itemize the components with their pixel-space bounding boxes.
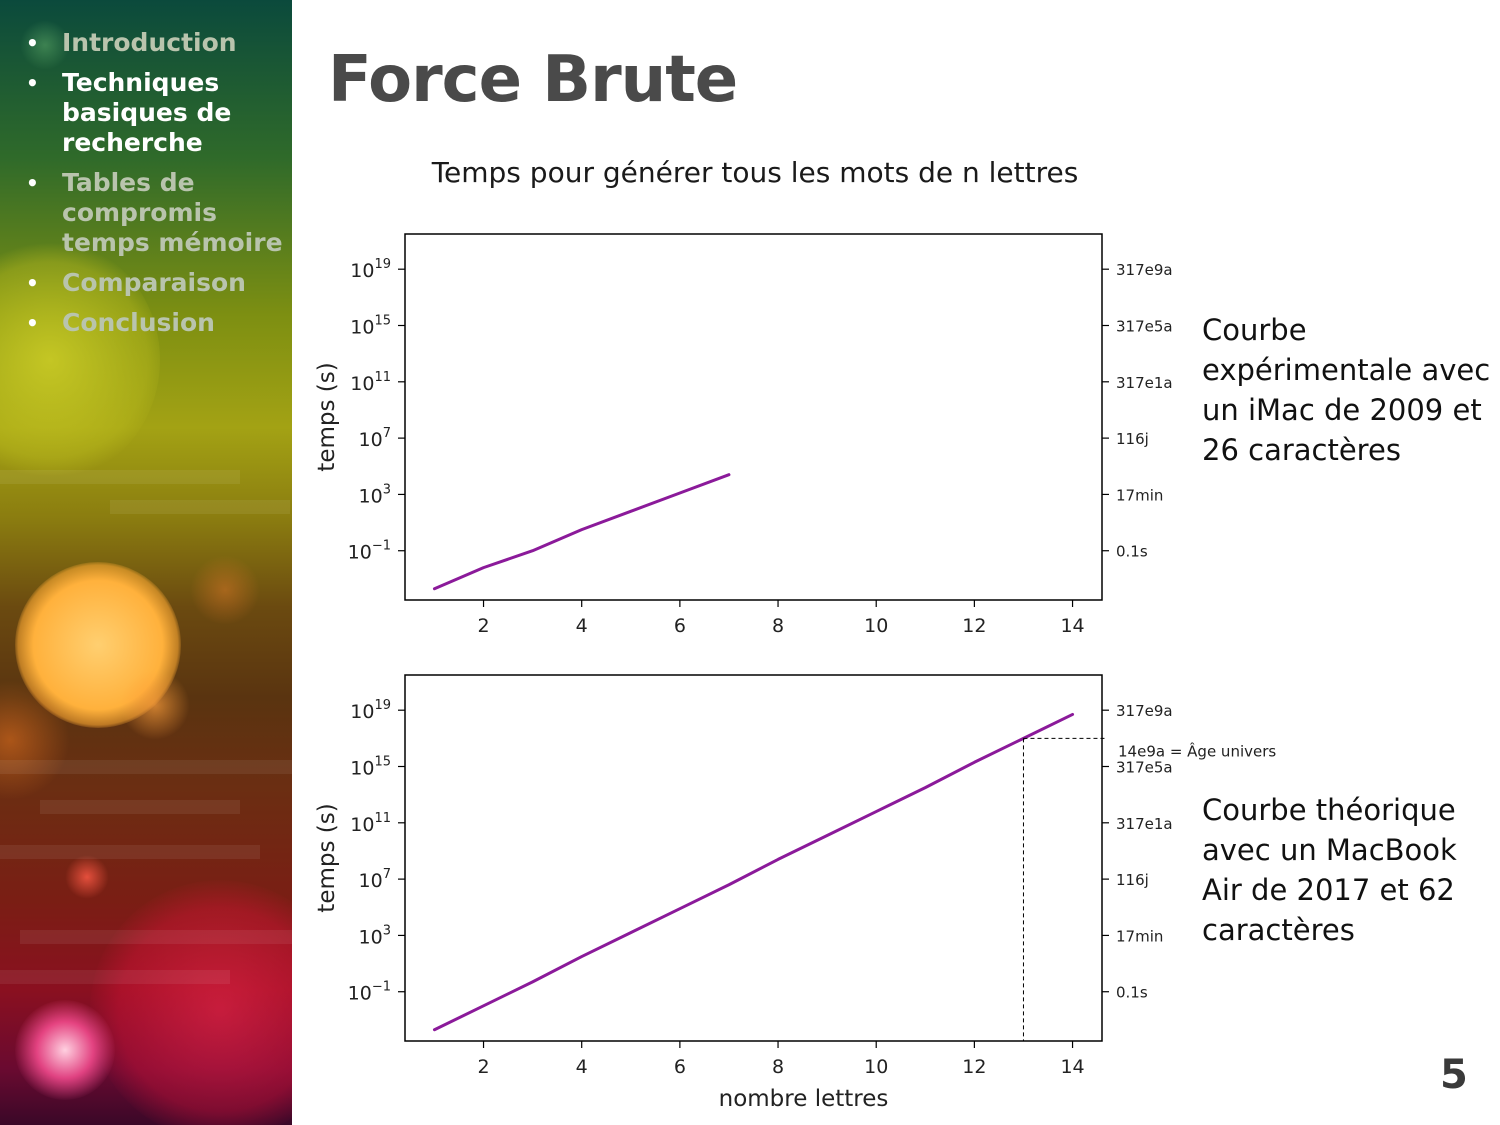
sidebar: • Introduction • Techniques basiques de re… (0, 0, 292, 1125)
right-tick-label: 317e5a (1116, 318, 1173, 336)
y-tick-label: 1015 (350, 314, 391, 339)
right-tick-label: 0.1s (1116, 984, 1148, 1002)
light-streak (20, 930, 292, 944)
bokeh-light (90, 880, 292, 1125)
right-tick-label: 116j (1116, 430, 1149, 448)
sidebar-item-introduction[interactable]: • Introduction (24, 28, 284, 58)
right-tick-label: 17min (1116, 486, 1163, 504)
plot-frame (404, 233, 1103, 601)
y-tick-label: 1011 (350, 811, 391, 836)
bullet-icon: • (26, 31, 39, 55)
x-tick-label: 8 (772, 615, 784, 637)
sidebar-item-tables[interactable]: • Tables de compromis temps mémoire (24, 168, 284, 258)
x-tick-label: 8 (772, 1056, 784, 1078)
x-tick-label: 2 (477, 1056, 489, 1078)
y-tick-label: 10−1 (348, 539, 391, 564)
x-axis-label: nombre lettres (719, 1086, 889, 1112)
y-tick-label: 107 (359, 867, 391, 892)
y-tick-label: 103 (359, 923, 391, 948)
bokeh-light (20, 20, 70, 70)
light-streak (0, 970, 230, 984)
sidebar-item-label: Comparaison (62, 268, 246, 297)
light-streak (0, 470, 240, 484)
sidebar-item-comparaison[interactable]: • Comparaison (24, 268, 284, 298)
slide-title: Force Brute (328, 43, 738, 117)
right-tick-label: 0.1s (1116, 543, 1148, 561)
bokeh-light (190, 555, 260, 625)
y-axis-label: temps (s) (314, 362, 340, 471)
caption-experimental: Courbe expérimentale avec un iMac de 200… (1202, 313, 1491, 467)
x-tick-label: 2 (477, 615, 489, 637)
x-tick-label: 14 (1060, 1056, 1084, 1078)
light-streak (110, 500, 290, 514)
x-tick-label: 6 (674, 615, 686, 637)
x-tick-label: 10 (864, 615, 888, 637)
x-tick-label: 14 (1060, 615, 1084, 637)
sidebar-nav: • Introduction • Techniques basiques de re… (24, 28, 284, 348)
annotation-label: 14e9a = Âge univers (1118, 741, 1276, 760)
sidebar-item-conclusion[interactable]: • Conclusion (24, 308, 284, 338)
right-tick-label: 116j (1116, 871, 1149, 889)
sidebar-item-label: Conclusion (62, 308, 215, 337)
y-tick-label: 1011 (350, 370, 391, 395)
bokeh-light (120, 670, 190, 740)
page-number: 5 (1440, 1052, 1468, 1098)
right-tick-label: 17min (1116, 927, 1163, 945)
x-tick-label: 10 (864, 1056, 888, 1078)
chart-title: Temps pour générer tous les mots de n le… (431, 156, 1079, 189)
right-tick-label: 317e1a (1116, 374, 1173, 392)
series-line (432, 712, 1075, 1032)
series-line (432, 473, 731, 591)
plot-frame (404, 674, 1103, 1042)
bokeh-light (65, 855, 109, 899)
y-tick-label: 103 (359, 482, 391, 507)
bullet-icon: • (26, 71, 39, 95)
right-tick-label: 317e9a (1116, 261, 1173, 279)
right-tick-label: 317e1a (1116, 815, 1173, 833)
right-tick-label: 317e5a (1116, 759, 1173, 777)
x-tick-label: 4 (576, 1056, 588, 1078)
x-tick-label: 12 (962, 615, 986, 637)
x-tick-label: 6 (674, 1056, 686, 1078)
x-tick-label: 12 (962, 1056, 986, 1078)
sidebar-item-label: Tables de compromis temps mémoire (62, 168, 283, 257)
right-tick-label: 317e9a (1116, 702, 1173, 720)
y-tick-label: 107 (359, 426, 391, 451)
light-streak (40, 800, 240, 814)
y-tick-label: 1019 (350, 257, 391, 282)
y-axis-label: temps (s) (314, 803, 340, 912)
bullet-icon: • (26, 171, 39, 195)
sidebar-item-label: Introduction (62, 28, 237, 57)
x-tick-label: 4 (576, 615, 588, 637)
caption-theoretical: Courbe théorique avec un MacBook Air de … (1202, 793, 1457, 947)
sidebar-item-techniques[interactable]: • Techniques basiques de recherche (24, 68, 284, 158)
bokeh-light (15, 1000, 115, 1100)
bullet-icon: • (26, 311, 39, 335)
y-tick-label: 1019 (350, 698, 391, 723)
y-tick-label: 10−1 (348, 980, 391, 1005)
light-streak (0, 845, 260, 859)
bullet-icon: • (26, 271, 39, 295)
y-tick-label: 1015 (350, 755, 391, 780)
sidebar-item-label: Techniques basiques de recherche (62, 68, 232, 157)
light-streak (0, 760, 292, 774)
